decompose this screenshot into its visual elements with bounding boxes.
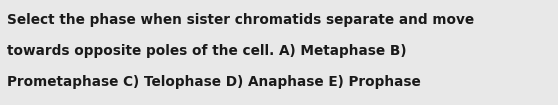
Text: towards opposite poles of the cell. A) Metaphase B): towards opposite poles of the cell. A) M…	[7, 44, 407, 58]
Text: Prometaphase C) Telophase D) Anaphase E) Prophase: Prometaphase C) Telophase D) Anaphase E)…	[7, 75, 421, 89]
Text: Select the phase when sister chromatids separate and move: Select the phase when sister chromatids …	[7, 13, 474, 27]
